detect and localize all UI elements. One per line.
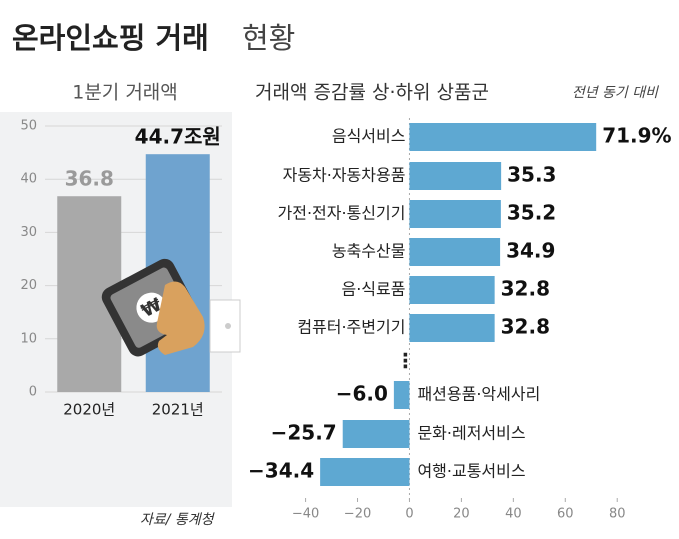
category-label: 컴퓨터·주변기기 (297, 318, 405, 337)
x-tick-label: 2021년 (152, 401, 204, 419)
x-tick-label: 20 (453, 507, 470, 522)
category-label: 자동차·자동차용품 (283, 166, 406, 185)
value-label: −6.0 (336, 382, 388, 406)
value-label: 36.8 (65, 167, 114, 191)
category-label: 가전·전자·통신기기 (278, 204, 406, 223)
bar (409, 123, 597, 151)
bar (409, 162, 502, 190)
y-tick-label: 40 (20, 172, 37, 187)
x-tick-label: −40 (292, 507, 319, 522)
x-tick-label: 0 (405, 507, 413, 522)
bar (409, 238, 501, 266)
title-main: 온라인쇼핑 거래 (12, 21, 209, 55)
category-label: 패션용품·악세사리 (417, 385, 540, 404)
value-label: 44.7조원 (135, 125, 221, 149)
y-tick-label: 50 (20, 119, 37, 134)
category-label: 여행·교통서비스 (417, 462, 525, 481)
value-label: 32.8 (501, 315, 550, 339)
y-tick-label: 10 (20, 331, 37, 346)
right-chart-title: 거래액 증감률 상·하위 상품군 (255, 82, 489, 104)
bar (320, 458, 410, 486)
category-label: 문화·레저서비스 (417, 424, 525, 443)
x-tick-label: 2020년 (63, 401, 115, 419)
category-label: 음·식료품 (341, 280, 405, 299)
note: 전년 동기 대비 (572, 85, 659, 101)
x-tick-label: 40 (505, 507, 522, 522)
value-label: 34.9 (506, 239, 555, 263)
bar (409, 276, 495, 304)
category-label: ⋮ (395, 349, 415, 373)
bar (342, 420, 410, 448)
x-tick-label: −20 (344, 507, 371, 522)
phone-icon: ₩ (101, 258, 241, 357)
source: 자료/ 통계청 (140, 512, 216, 528)
left-chart-title: 1분기 거래액 (72, 82, 178, 104)
value-label: −34.4 (248, 459, 314, 483)
value-label: 71.9% (602, 124, 671, 148)
value-label: 35.3 (507, 163, 556, 187)
category-label: 농축수산물 (332, 242, 406, 261)
bar (393, 381, 410, 409)
y-tick-label: 20 (20, 278, 37, 293)
category-label: 음식서비스 (332, 127, 406, 146)
value-label: −25.7 (271, 421, 337, 445)
bar (409, 314, 495, 342)
card-dot (225, 323, 231, 329)
title-sub: 현황 (242, 21, 295, 55)
value-label: 32.8 (501, 277, 550, 301)
y-tick-label: 0 (29, 385, 37, 400)
value-label: 35.2 (507, 201, 556, 225)
x-tick-label: 80 (609, 507, 626, 522)
x-tick-label: 60 (557, 507, 574, 522)
y-tick-label: 30 (20, 225, 37, 240)
hand (156, 281, 205, 355)
bar (409, 200, 501, 228)
